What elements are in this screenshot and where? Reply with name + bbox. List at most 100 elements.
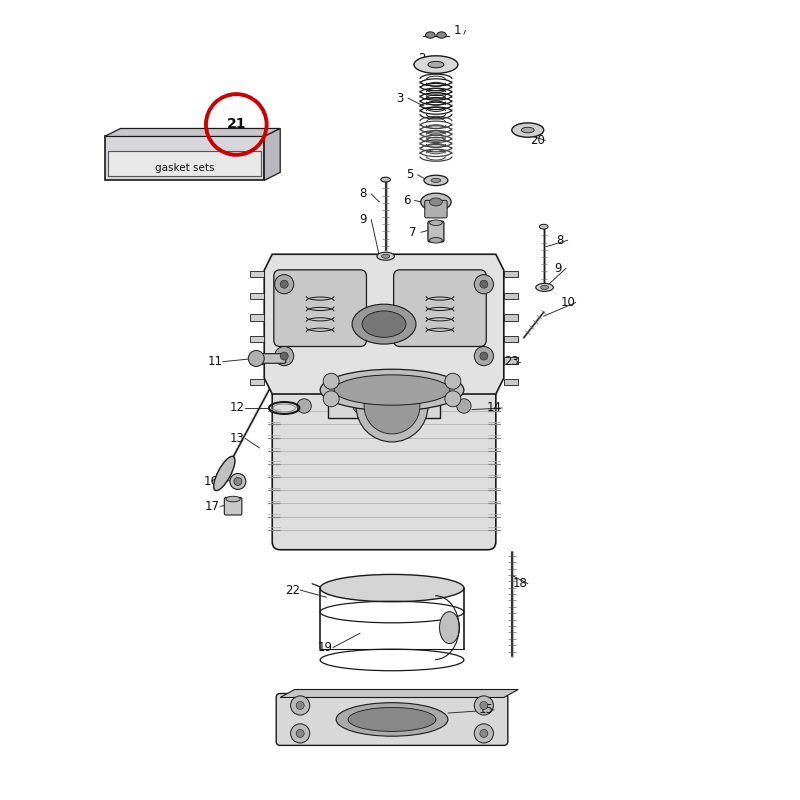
Ellipse shape xyxy=(352,304,416,344)
Circle shape xyxy=(274,346,294,366)
Ellipse shape xyxy=(381,177,390,182)
Circle shape xyxy=(297,399,311,413)
FancyBboxPatch shape xyxy=(274,270,366,346)
Text: 12: 12 xyxy=(230,402,245,414)
Circle shape xyxy=(409,399,423,413)
Text: 3: 3 xyxy=(396,92,404,105)
Text: 7: 7 xyxy=(409,226,417,238)
Circle shape xyxy=(474,724,494,743)
Ellipse shape xyxy=(437,32,446,38)
Polygon shape xyxy=(504,293,518,299)
Ellipse shape xyxy=(377,252,394,260)
Text: 1: 1 xyxy=(454,24,462,37)
Text: 21: 21 xyxy=(226,118,246,131)
Circle shape xyxy=(323,391,339,406)
Ellipse shape xyxy=(428,62,444,68)
Ellipse shape xyxy=(430,220,442,226)
Polygon shape xyxy=(250,336,264,342)
Circle shape xyxy=(474,274,494,294)
Text: 15: 15 xyxy=(479,703,494,716)
Polygon shape xyxy=(504,358,518,364)
Circle shape xyxy=(480,352,488,360)
FancyBboxPatch shape xyxy=(282,393,486,419)
FancyBboxPatch shape xyxy=(105,137,264,180)
Ellipse shape xyxy=(362,311,406,338)
Circle shape xyxy=(323,374,339,390)
Polygon shape xyxy=(250,293,264,299)
Polygon shape xyxy=(264,129,280,180)
Polygon shape xyxy=(504,379,518,386)
Ellipse shape xyxy=(226,496,240,502)
Text: 22: 22 xyxy=(285,583,300,597)
Text: 6: 6 xyxy=(402,194,410,207)
Text: 13: 13 xyxy=(230,432,245,445)
Text: 23: 23 xyxy=(504,355,519,368)
FancyBboxPatch shape xyxy=(428,221,444,242)
Circle shape xyxy=(230,474,246,490)
Circle shape xyxy=(353,399,367,413)
Circle shape xyxy=(364,378,420,434)
FancyBboxPatch shape xyxy=(272,386,496,550)
Circle shape xyxy=(280,280,288,288)
Circle shape xyxy=(280,352,288,360)
Circle shape xyxy=(296,730,304,738)
Circle shape xyxy=(474,346,494,366)
Ellipse shape xyxy=(536,283,554,291)
Polygon shape xyxy=(504,336,518,342)
Polygon shape xyxy=(504,314,518,321)
Ellipse shape xyxy=(414,56,458,74)
Text: 10: 10 xyxy=(560,296,575,309)
FancyBboxPatch shape xyxy=(108,151,261,175)
Text: 5: 5 xyxy=(406,168,414,182)
Circle shape xyxy=(296,702,304,710)
FancyBboxPatch shape xyxy=(224,498,242,515)
Ellipse shape xyxy=(522,127,534,133)
FancyBboxPatch shape xyxy=(328,394,440,418)
Ellipse shape xyxy=(320,370,464,410)
Polygon shape xyxy=(250,379,264,386)
Ellipse shape xyxy=(426,32,435,38)
Circle shape xyxy=(248,350,264,366)
Ellipse shape xyxy=(421,193,451,210)
Ellipse shape xyxy=(430,198,442,206)
Ellipse shape xyxy=(431,178,441,182)
Polygon shape xyxy=(250,314,264,321)
Ellipse shape xyxy=(430,238,442,243)
Ellipse shape xyxy=(541,286,549,290)
Text: 20: 20 xyxy=(530,134,545,147)
Ellipse shape xyxy=(348,707,436,731)
Text: 9: 9 xyxy=(554,262,562,274)
Text: 8: 8 xyxy=(359,187,367,201)
Text: 2: 2 xyxy=(418,53,426,66)
Polygon shape xyxy=(250,271,264,278)
Circle shape xyxy=(445,374,461,390)
Circle shape xyxy=(274,274,294,294)
FancyBboxPatch shape xyxy=(258,354,286,363)
Text: 11: 11 xyxy=(207,355,222,368)
Circle shape xyxy=(480,702,488,710)
Circle shape xyxy=(234,478,242,486)
Polygon shape xyxy=(280,690,518,698)
Polygon shape xyxy=(504,271,518,278)
Text: 8: 8 xyxy=(556,234,563,246)
Circle shape xyxy=(474,696,494,715)
Text: 16: 16 xyxy=(203,475,218,488)
Text: 9: 9 xyxy=(359,213,367,226)
Text: 19: 19 xyxy=(318,641,333,654)
Text: 17: 17 xyxy=(205,500,220,513)
Ellipse shape xyxy=(336,702,448,736)
Polygon shape xyxy=(250,358,264,364)
Ellipse shape xyxy=(334,375,450,405)
Circle shape xyxy=(480,280,488,288)
Text: gasket sets: gasket sets xyxy=(154,163,214,173)
Ellipse shape xyxy=(320,574,464,602)
Ellipse shape xyxy=(382,254,390,258)
Circle shape xyxy=(290,724,310,743)
FancyBboxPatch shape xyxy=(394,270,486,346)
Circle shape xyxy=(356,370,428,442)
Circle shape xyxy=(290,696,310,715)
Text: 14: 14 xyxy=(486,402,502,414)
Ellipse shape xyxy=(439,612,459,643)
Circle shape xyxy=(480,730,488,738)
Polygon shape xyxy=(264,254,504,394)
